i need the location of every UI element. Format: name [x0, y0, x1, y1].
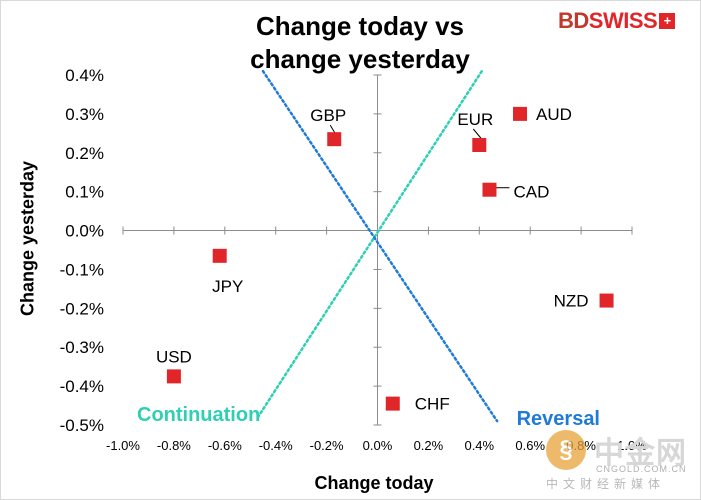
data-label-usd: USD: [156, 347, 192, 366]
data-point-chf: [385, 396, 400, 411]
chart-title: Change today vs change yesterday: [190, 10, 530, 76]
y-tick-label: 0.3%: [65, 105, 104, 124]
y-tick-label: -0.3%: [60, 338, 104, 357]
data-label-eur: EUR: [457, 110, 493, 129]
x-tick-label: 0.6%: [515, 438, 545, 453]
y-tick-label: -0.1%: [60, 260, 104, 279]
title-line-2: change yesterday: [250, 44, 470, 74]
data-label-aud: AUD: [536, 105, 572, 124]
x-tick-label: -0.8%: [157, 438, 191, 453]
watermark-name: 中金网: [594, 437, 687, 470]
y-tick-label: -0.4%: [60, 377, 104, 396]
x-axis-label: Change today: [314, 473, 434, 493]
bdswiss-logo: BDSWISS +: [558, 8, 676, 34]
coin-icon: §: [546, 430, 586, 470]
x-tick-label: 1.0%: [617, 438, 647, 453]
x-tick-label: -0.6%: [208, 438, 242, 453]
y-tick-label: 0.1%: [65, 183, 104, 202]
x-tick-label: 0.4%: [464, 438, 494, 453]
swiss-cross-icon: +: [659, 13, 676, 29]
logo-prefix: BD: [558, 8, 589, 33]
data-point-nzd: [599, 293, 614, 308]
continuation-line: [256, 69, 484, 419]
x-tick-label: 0.0%: [363, 438, 393, 453]
data-label-gbp: GBP: [310, 106, 346, 125]
x-tick-label: -0.2%: [310, 438, 344, 453]
x-tick-label: -1.0%: [106, 438, 140, 453]
watermark-site: CNGOLD.COM.CN: [596, 464, 687, 474]
reversal-label: Reversal: [517, 408, 600, 430]
cngold-watermark: § 中金网 CNGOLD.COM.CN 中文财经新媒体: [544, 428, 694, 494]
x-tick-label: -0.4%: [259, 438, 293, 453]
data-point-jpy: [212, 248, 227, 263]
y-tick-label: 0.4%: [65, 66, 104, 85]
data-point-gbp: [327, 132, 342, 147]
data-point-usd: [166, 369, 181, 384]
continuation-label: Continuation: [137, 404, 260, 426]
data-label-nzd: NZD: [554, 292, 589, 311]
x-tick-label: 0.2%: [414, 438, 444, 453]
logo-suffix: SWISS: [588, 8, 658, 33]
y-tick-label: 0.2%: [65, 144, 104, 163]
data-point-aud: [513, 106, 528, 121]
data-label-chf: CHF: [415, 395, 450, 414]
data-point-eur: [472, 138, 487, 152]
title-line-1: Change today vs: [255, 11, 465, 41]
watermark-slogan: 中文财经新媒体: [546, 477, 666, 491]
data-point-cad: [482, 182, 497, 197]
data-label-cad: CAD: [513, 183, 549, 202]
reversal-line: [261, 69, 499, 423]
y-tick-label: -0.2%: [60, 299, 104, 318]
y-tick-label: -0.5%: [60, 416, 104, 435]
data-label-jpy: JPY: [212, 277, 243, 296]
y-tick-label: 0.0%: [65, 222, 104, 241]
